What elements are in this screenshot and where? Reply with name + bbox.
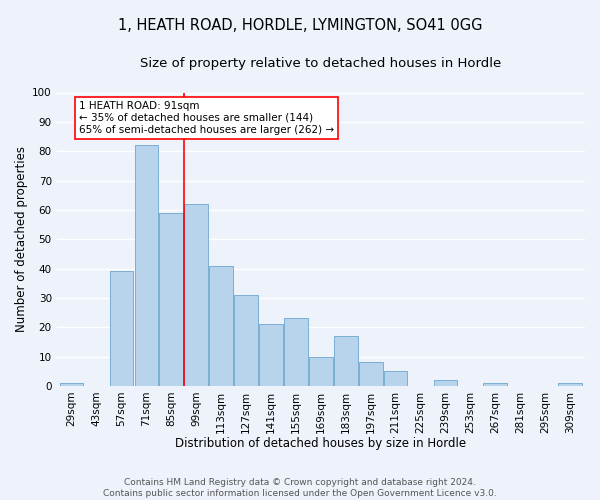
Bar <box>284 318 308 386</box>
Bar <box>434 380 457 386</box>
Bar <box>110 272 133 386</box>
Bar <box>359 362 383 386</box>
Bar <box>160 213 183 386</box>
Text: 1 HEATH ROAD: 91sqm
← 35% of detached houses are smaller (144)
65% of semi-detac: 1 HEATH ROAD: 91sqm ← 35% of detached ho… <box>79 102 334 134</box>
Bar <box>134 146 158 386</box>
Bar <box>259 324 283 386</box>
Bar <box>209 266 233 386</box>
Title: Size of property relative to detached houses in Hordle: Size of property relative to detached ho… <box>140 58 502 70</box>
Bar <box>384 371 407 386</box>
X-axis label: Distribution of detached houses by size in Hordle: Distribution of detached houses by size … <box>175 437 466 450</box>
Bar <box>234 295 258 386</box>
Bar <box>60 383 83 386</box>
Bar <box>334 336 358 386</box>
Bar <box>558 383 582 386</box>
Text: Contains HM Land Registry data © Crown copyright and database right 2024.
Contai: Contains HM Land Registry data © Crown c… <box>103 478 497 498</box>
Bar <box>309 356 332 386</box>
Y-axis label: Number of detached properties: Number of detached properties <box>15 146 28 332</box>
Bar <box>184 204 208 386</box>
Bar <box>484 383 507 386</box>
Text: 1, HEATH ROAD, HORDLE, LYMINGTON, SO41 0GG: 1, HEATH ROAD, HORDLE, LYMINGTON, SO41 0… <box>118 18 482 32</box>
